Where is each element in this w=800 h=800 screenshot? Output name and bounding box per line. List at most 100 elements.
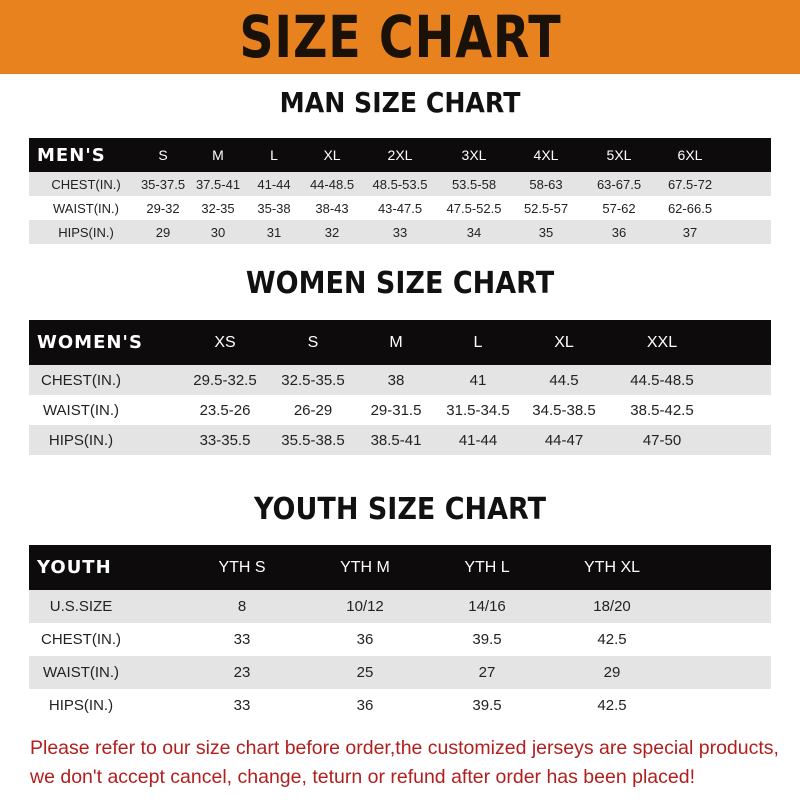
value-cell: 41-44 xyxy=(257,176,291,192)
value-cell: 38.5-42.5 xyxy=(630,401,694,419)
value-cell: 18/20 xyxy=(593,598,631,615)
measure-label: WAIST(IN.) xyxy=(42,401,120,419)
value-cell: 44.5 xyxy=(549,371,579,389)
size-header-cell: 5XL xyxy=(606,147,632,163)
value-cell: 38-43 xyxy=(315,200,349,216)
value-cell: 38.5-41 xyxy=(370,431,422,449)
value-cell: 48.5-53.5 xyxy=(372,176,428,192)
measure-label: HIPS(IN.) xyxy=(58,224,114,240)
value-cell: 58-63 xyxy=(529,176,563,192)
size-header-cell: XL xyxy=(323,147,341,163)
men-section-title: MAN SIZE CHART xyxy=(279,86,521,119)
measure-label: HIPS(IN.) xyxy=(48,697,114,714)
value-cell: 43-47.5 xyxy=(377,200,423,216)
value-cell: 29 xyxy=(155,224,171,240)
measure-label: U.S.SIZE xyxy=(49,598,113,615)
size-header-cell: 6XL xyxy=(677,147,703,163)
value-cell: 35.5-38.5 xyxy=(281,431,345,449)
size-header-cell: YTH XL xyxy=(583,558,641,576)
value-cell: 33 xyxy=(233,631,251,648)
value-cell: 33 xyxy=(233,697,251,714)
measure-label: WAIST(IN.) xyxy=(53,200,119,216)
table-title-cell: YOUTH xyxy=(37,557,112,578)
size-header-cell: YTH M xyxy=(340,558,390,576)
order-notice-line-1: Please refer to our size chart before or… xyxy=(30,737,779,759)
value-cell: 35-38 xyxy=(257,200,291,216)
value-cell: 30 xyxy=(210,224,226,240)
youth-section-title: YOUTH SIZE CHART xyxy=(253,492,547,527)
value-cell: 8 xyxy=(237,598,247,615)
value-cell: 41 xyxy=(469,371,487,389)
value-cell: 47-50 xyxy=(642,431,682,449)
value-cell: 23 xyxy=(233,664,251,681)
value-cell: 53.5-58 xyxy=(451,176,497,192)
value-cell: 29-31.5 xyxy=(370,401,422,419)
value-cell: 38 xyxy=(387,371,405,389)
value-cell: 29 xyxy=(603,664,621,681)
value-cell: 25 xyxy=(356,664,374,681)
men-size-table: MEN'S S M L XL 2XL 3XL 4XL 5XL 6XL CHEST(IN.) 35-37… xyxy=(29,138,771,244)
value-cell: 36 xyxy=(356,697,374,714)
value-cell: 37.5-41 xyxy=(195,176,241,192)
size-header-cell: 4XL xyxy=(533,147,559,163)
size-header-cell: M xyxy=(389,333,403,351)
value-cell: 10/12 xyxy=(346,598,384,615)
value-cell: 29-32 xyxy=(146,200,180,216)
size-header-cell: L xyxy=(270,147,278,163)
size-header-cell: XXL xyxy=(646,333,678,351)
value-cell: 26-29 xyxy=(293,401,333,419)
table-row: CHEST(IN.) 35-37.5 37.5-41 41-44 44-48.5 48.5… xyxy=(29,172,771,196)
value-cell: 63-67.5 xyxy=(596,176,642,192)
value-cell: 47.5-52.5 xyxy=(446,200,502,216)
measure-label: HIPS(IN.) xyxy=(48,431,114,449)
measure-label: WAIST(IN.) xyxy=(42,664,120,681)
value-cell: 31.5-34.5 xyxy=(446,401,510,419)
value-cell: 34 xyxy=(466,224,482,240)
size-header-cell: 2XL xyxy=(387,147,413,163)
value-cell: 36 xyxy=(611,224,627,240)
table-row: CHEST(IN.) 29.5-32.5 32.5-35.5 38 41 44.5 44.5… xyxy=(29,365,771,395)
measure-label: CHEST(IN.) xyxy=(51,176,121,192)
size-header-cell: YTH S xyxy=(218,558,266,576)
women-section-title: WOMEN SIZE CHART xyxy=(245,266,555,301)
youth-size-table: YOUTH YTH S YTH M YTH L YTH XL U.S.SIZE 8 10/12… xyxy=(29,545,771,722)
size-header-cell: S xyxy=(307,333,319,351)
value-cell: 67.5-72 xyxy=(667,176,713,192)
measure-label: CHEST(IN.) xyxy=(41,631,121,648)
women-size-table: WOMEN'S XS S M L XL XXL CHEST(IN.) 29.5-32.5 32.5… xyxy=(29,320,771,455)
value-cell: 33 xyxy=(392,224,408,240)
value-cell: 41-44 xyxy=(458,431,498,449)
order-notice-line-2: we don't accept cancel, change, teturn o… xyxy=(30,766,695,788)
table-row: HIPS(IN.) 33 36 39.5 42.5 xyxy=(29,689,771,722)
size-header-cell: M xyxy=(212,147,224,163)
size-header-cell: S xyxy=(158,147,168,163)
value-cell: 39.5 xyxy=(472,631,502,648)
value-cell: 44-48.5 xyxy=(309,176,355,192)
table-row: WAIST(IN.) 29-32 32-35 35-38 38-43 43-47.5 47.… xyxy=(29,196,771,220)
value-cell: 32.5-35.5 xyxy=(281,371,345,389)
value-cell: 23.5-26 xyxy=(199,401,251,419)
size-chart-banner: SIZE CHART xyxy=(0,0,800,74)
value-cell: 32 xyxy=(324,224,340,240)
value-cell: 33-35.5 xyxy=(199,431,251,449)
value-cell: 32-35 xyxy=(201,200,235,216)
value-cell: 29.5-32.5 xyxy=(193,371,257,389)
value-cell: 35 xyxy=(538,224,554,240)
value-cell: 44-47 xyxy=(544,431,584,449)
size-header-cell: YTH L xyxy=(464,558,510,576)
size-header-cell: 3XL xyxy=(461,147,487,163)
size-header-cell: XL xyxy=(554,333,574,351)
value-cell: 42.5 xyxy=(597,631,627,648)
value-cell: 34.5-38.5 xyxy=(532,401,596,419)
value-cell: 27 xyxy=(478,664,496,681)
value-cell: 37 xyxy=(682,224,698,240)
value-cell: 42.5 xyxy=(597,697,627,714)
women-header-row: WOMEN'S XS S M L XL XXL xyxy=(29,320,771,365)
measure-label: CHEST(IN.) xyxy=(41,371,121,389)
size-header-cell: L xyxy=(473,333,483,351)
youth-header-row: YOUTH YTH S YTH M YTH L YTH XL xyxy=(29,545,771,590)
size-header-cell: XS xyxy=(214,333,236,351)
value-cell: 35-37.5 xyxy=(140,176,186,192)
value-cell: 44.5-48.5 xyxy=(630,371,694,389)
men-header-row: MEN'S S M L XL 2XL 3XL 4XL 5XL 6XL xyxy=(29,138,771,172)
